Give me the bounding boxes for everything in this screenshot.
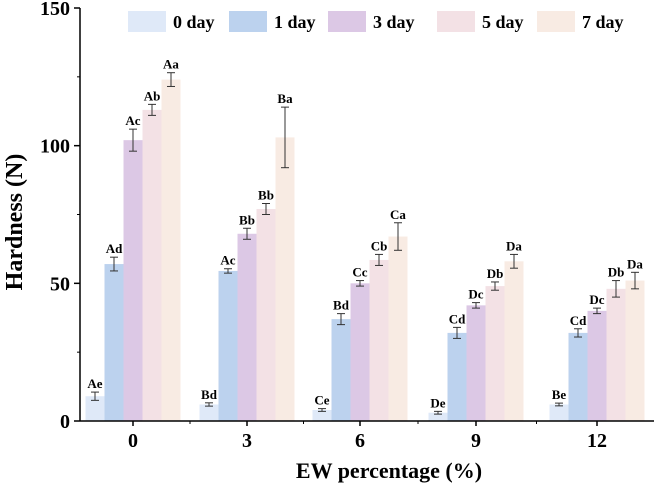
significance-label: Ae (87, 376, 102, 391)
axes-layer: 0 50 100 150 0 3 6 9 12 (40, 0, 654, 452)
y-tick-label: 50 (50, 273, 70, 295)
bar (485, 286, 505, 421)
significance-label: Bd (333, 298, 350, 313)
legend-label: 7 day (582, 12, 624, 32)
significance-label: Ce (314, 393, 329, 408)
y-tick-label: 0 (60, 411, 70, 433)
legend-label: 5 day (482, 12, 524, 32)
significance-label: Bb (239, 212, 255, 227)
significance-labels-layer: AeAdAcAbAaBdAcBbBbBaCeBdCcCbCaDeCdDcDbDa… (87, 57, 643, 411)
bar (142, 109, 162, 421)
significance-label: Ca (390, 207, 406, 222)
significance-label: Dc (468, 287, 483, 302)
significance-label: Da (506, 238, 522, 253)
x-axis-title: EW percentage (%) (296, 458, 482, 483)
bar (237, 233, 257, 421)
bar (625, 280, 645, 421)
bar (587, 310, 607, 421)
bar (123, 140, 143, 421)
bar (312, 409, 332, 421)
bar (218, 270, 238, 421)
x-tick-label: 12 (587, 430, 607, 452)
y-tick-label: 100 (40, 136, 70, 158)
legend-swatch (537, 11, 575, 32)
significance-label: Ba (277, 91, 293, 106)
bar (447, 332, 467, 421)
significance-label: Ac (125, 113, 140, 128)
bars-layer (85, 79, 645, 421)
legend-swatch (328, 11, 366, 32)
legend: 0 day 1 day 3 day 5 day 7 day (128, 11, 624, 32)
y-axis-title: Hardness (N) (2, 154, 28, 291)
significance-label: Be (552, 387, 567, 402)
bar (568, 332, 588, 421)
significance-label: Ab (144, 88, 161, 103)
bar (606, 288, 626, 421)
error-bars-layer (91, 72, 639, 415)
x-tick-label: 9 (471, 430, 481, 452)
significance-label: Bb (258, 187, 274, 202)
bar (104, 264, 124, 421)
bar (466, 305, 486, 421)
significance-label: Cd (449, 311, 466, 326)
bar (549, 404, 569, 421)
legend-label: 3 day (373, 12, 415, 32)
bar (388, 236, 408, 421)
significance-label: Cc (352, 265, 367, 280)
bar (256, 208, 276, 421)
significance-label: Aa (163, 57, 179, 72)
bar (504, 261, 524, 421)
bar (350, 283, 370, 421)
bar (85, 396, 105, 421)
bar (275, 137, 295, 421)
legend-swatch (229, 11, 267, 32)
y-tick-label: 150 (40, 0, 70, 20)
bar (331, 319, 351, 421)
significance-label: De (430, 395, 445, 410)
significance-label: Ac (220, 253, 235, 268)
x-tick-label: 3 (242, 430, 252, 452)
legend-swatch (128, 11, 166, 32)
legend-label: 0 day (173, 12, 215, 32)
significance-label: Cd (570, 313, 587, 328)
bar (428, 412, 448, 421)
x-tick-label: 0 (128, 430, 138, 452)
significance-label: Dc (589, 292, 604, 307)
significance-label: Bd (201, 387, 218, 402)
legend-label: 1 day (274, 12, 316, 32)
significance-label: Db (608, 265, 625, 280)
significance-label: Ad (106, 241, 123, 256)
bar (369, 259, 389, 421)
significance-label: Cb (371, 238, 388, 253)
bar (199, 404, 219, 421)
x-tick-label: 6 (355, 430, 365, 452)
legend-swatch (437, 11, 475, 32)
significance-label: Db (487, 266, 504, 281)
significance-label: Da (627, 256, 643, 271)
bar (161, 79, 181, 421)
